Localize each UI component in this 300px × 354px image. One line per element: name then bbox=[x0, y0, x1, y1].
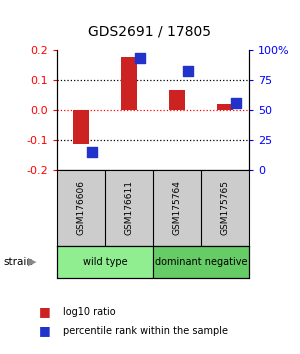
Bar bbox=[57, 246, 153, 278]
Bar bbox=[169, 90, 185, 110]
Text: ■: ■ bbox=[39, 325, 51, 337]
Bar bbox=[73, 110, 89, 144]
Text: percentile rank within the sample: percentile rank within the sample bbox=[63, 326, 228, 336]
Text: GDS2691 / 17805: GDS2691 / 17805 bbox=[88, 25, 212, 39]
Bar bbox=[153, 246, 249, 278]
Text: ▶: ▶ bbox=[28, 257, 36, 267]
Text: log10 ratio: log10 ratio bbox=[63, 307, 116, 316]
Text: strain: strain bbox=[3, 257, 33, 267]
Point bbox=[137, 55, 142, 61]
Point bbox=[185, 68, 190, 74]
Bar bbox=[217, 104, 233, 110]
Text: GSM175764: GSM175764 bbox=[172, 181, 182, 235]
Text: GSM176606: GSM176606 bbox=[76, 181, 85, 235]
Bar bbox=[121, 57, 137, 110]
Text: wild type: wild type bbox=[83, 257, 127, 267]
Point bbox=[89, 149, 94, 155]
Text: GSM176611: GSM176611 bbox=[124, 181, 134, 235]
Text: GSM175765: GSM175765 bbox=[220, 181, 230, 235]
Text: dominant negative: dominant negative bbox=[155, 257, 247, 267]
Text: ■: ■ bbox=[39, 305, 51, 318]
Point bbox=[233, 100, 238, 105]
